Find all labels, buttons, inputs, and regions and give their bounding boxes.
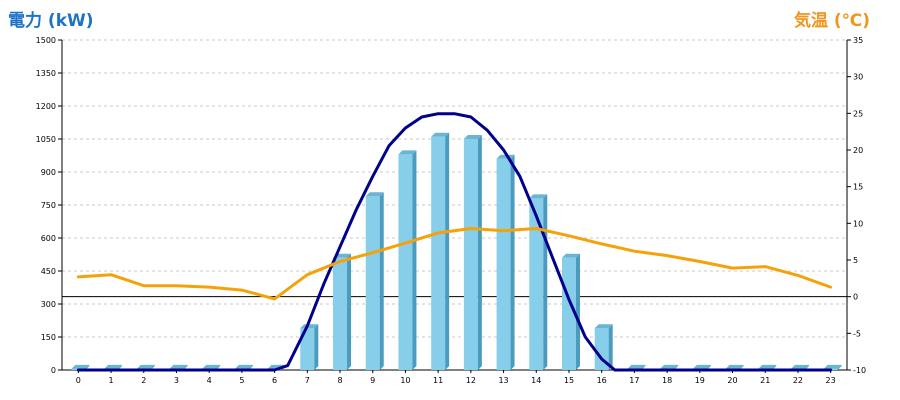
x-tick-label: 14 [531,376,541,385]
bar-top [790,364,809,369]
bar [398,154,413,370]
right-tick-label: 5 [853,256,858,265]
bar-side [608,324,613,370]
power-curve-line [76,112,833,372]
bar-side [510,154,515,370]
right-tick-label: -5 [853,329,861,338]
bar-top [431,132,450,137]
bar-top [398,150,417,155]
bar [431,136,446,370]
x-tick-label: 6 [272,376,277,385]
bar-top [660,364,679,369]
bar [496,158,511,370]
bar [561,257,576,370]
x-tick-label: 16 [597,376,607,385]
x-tick-label: 18 [662,376,672,385]
right-tick-label: 20 [853,146,863,155]
x-tick-label: 17 [629,376,639,385]
left-tick-label: 150 [41,333,56,342]
x-tick-label: 22 [793,376,803,385]
bar-side [314,324,319,370]
x-tick-label: 12 [466,376,476,385]
bar [594,328,609,370]
bar-top [300,324,319,329]
bar-top [202,364,221,369]
bar [529,198,544,370]
right-axis-title: 気温 (℃) [793,11,870,31]
bar-top [725,364,744,369]
bar-top [365,192,384,197]
bar-top [169,364,188,369]
x-tick-label: 19 [695,376,705,385]
x-tick-label: 11 [433,376,443,385]
bar-side [445,132,450,370]
bar-side [837,364,842,370]
left-tick-label: 1200 [36,102,56,111]
left-tick-label: 0 [51,366,56,375]
bar-side [379,192,384,370]
left-tick-label: 750 [41,201,56,210]
x-tick-label: 9 [370,376,375,385]
bar-top [136,364,155,369]
bar-side [347,253,352,370]
bar-top [823,364,842,369]
x-tick-label: 15 [564,376,574,385]
bar-side [477,135,482,370]
bar-top [594,324,613,329]
left-tick-label: 300 [41,300,56,309]
left-tick-label: 600 [41,234,56,243]
bar-top [758,364,777,369]
right-tick-label: -10 [853,366,866,375]
x-tick-label: 10 [400,376,410,385]
x-tick-label: 8 [337,376,342,385]
left-tick-label: 1050 [36,135,56,144]
bar-side [543,194,548,370]
left-tick-label: 1350 [36,69,56,78]
x-tick-label: 7 [305,376,310,385]
bar-top [234,364,253,369]
left-axis-title: 電力 (kW) [8,11,94,31]
x-tick-label: 5 [239,376,244,385]
x-tick-label: 21 [760,376,770,385]
x-tick-label: 1 [109,376,114,385]
x-tick-label: 2 [141,376,146,385]
x-tick-label: 4 [207,376,212,385]
bar-top [627,364,646,369]
bar-top [561,253,580,258]
temperature-line [76,227,833,301]
x-tick-label: 13 [498,376,508,385]
right-tick-label: 30 [853,73,863,82]
bar-top [529,194,548,199]
x-tick-label: 20 [727,376,737,385]
bar [365,196,380,370]
bar [463,139,478,370]
x-tick-label: 3 [174,376,179,385]
x-tick-label: 23 [826,376,836,385]
right-tick-label: 35 [853,36,863,45]
right-tick-label: 15 [853,183,863,192]
bar-top [71,364,90,369]
bar-top [692,364,711,369]
right-tick-label: 0 [853,293,858,302]
bar-top [104,364,123,369]
right-tick-label: 25 [853,109,863,118]
bar [300,328,315,370]
bar-top [463,135,482,139]
right-tick-label: 10 [853,219,863,228]
left-tick-label: 1500 [36,36,56,45]
bar-side [412,150,417,370]
left-tick-label: 450 [41,267,56,276]
bar-side [575,253,580,370]
x-tick-label: 0 [76,376,81,385]
bar [333,257,348,370]
left-tick-label: 900 [41,168,56,177]
